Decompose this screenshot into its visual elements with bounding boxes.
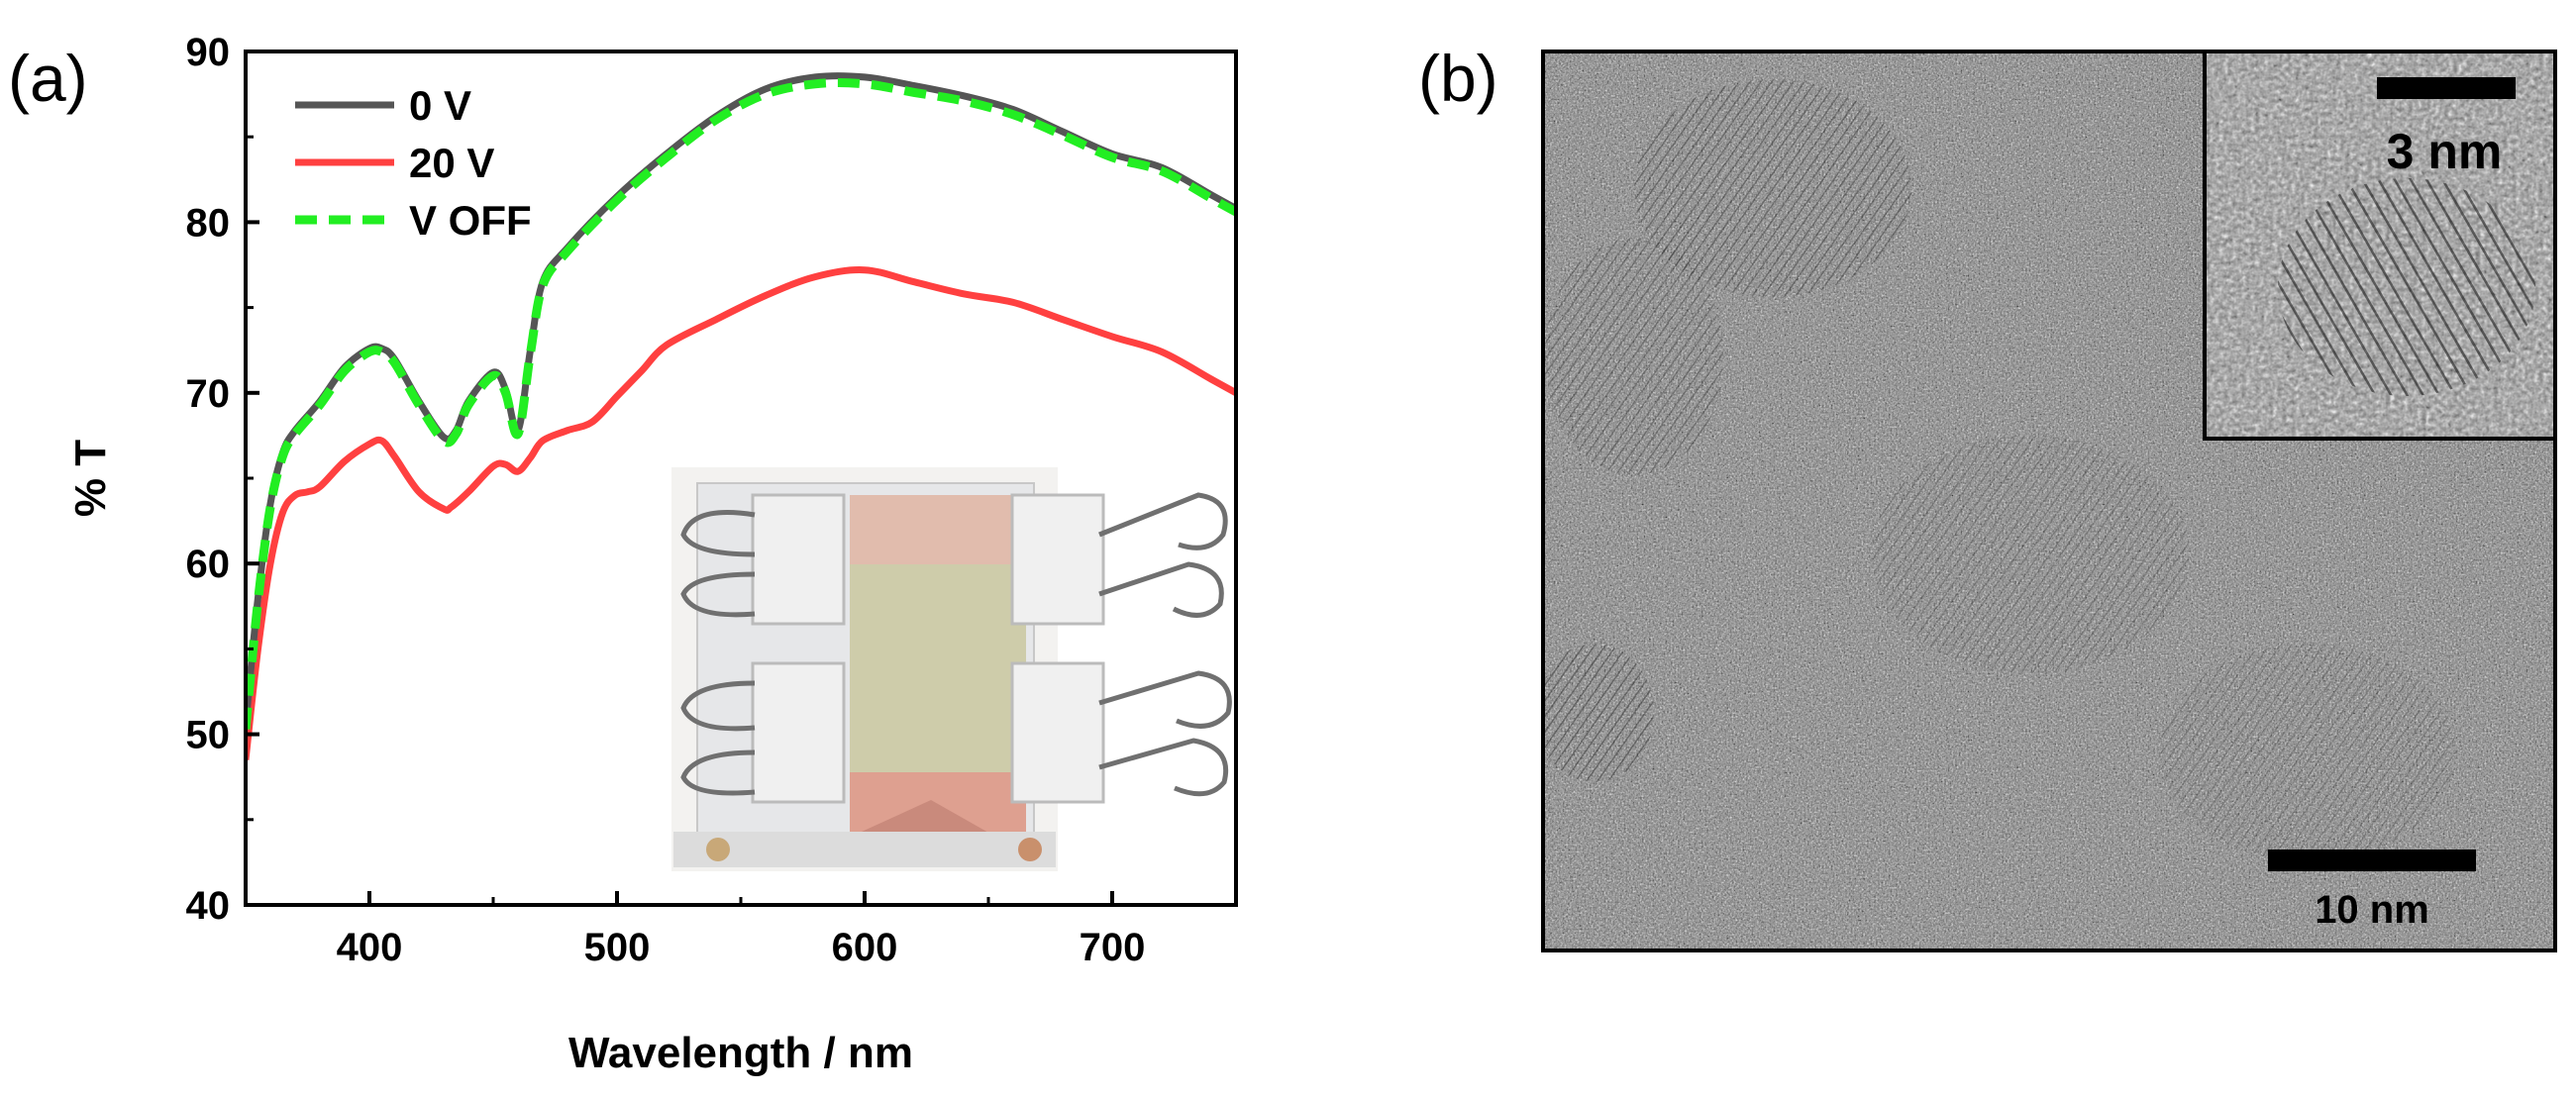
panel-a-label: (a) — [8, 42, 88, 115]
x-tick-label: 600 — [832, 926, 898, 969]
legend-label-20-v: 20 V — [409, 140, 494, 186]
y-tick-label: 40 — [186, 884, 231, 928]
y-tick-label: 70 — [186, 372, 231, 416]
tem-micrograph: 3 nm 10 nm — [1541, 50, 2557, 952]
y-tick-label: 80 — [186, 201, 231, 245]
ticks-layer: 400 500 600 700 40 50 60 70 80 90 — [186, 31, 1238, 969]
legend-label-0-v: 0 V — [409, 82, 471, 129]
x-tick-label: 500 — [584, 926, 651, 969]
series-line-v-off — [246, 78, 1236, 730]
x-axis-title: Wavelength / nm — [568, 1029, 913, 1077]
transmittance-chart: 400 500 600 700 40 50 60 70 80 90 Wavelength / nm… — [66, 31, 1238, 1077]
legend-label-v-off: V OFF — [409, 197, 532, 244]
x-tick-label: 700 — [1080, 926, 1146, 969]
binder-clips-left — [680, 493, 846, 804]
device-photo-inset — [671, 467, 1232, 871]
main-scale-bar — [2268, 849, 2476, 871]
series-layer — [246, 72, 1236, 760]
y-axis-title: % T — [66, 440, 115, 517]
series-line-20-v — [246, 266, 1236, 760]
inset-scale-label: 3 nm — [2387, 124, 2503, 179]
tem-inset: 3 nm — [2203, 50, 2557, 441]
x-tick-label: 400 — [337, 926, 403, 969]
panel-b-label: (b) — [1418, 42, 1498, 115]
inset-scale-bar — [2377, 77, 2516, 99]
y-tick-label: 90 — [186, 31, 231, 74]
binder-clips-right — [1010, 492, 1232, 804]
y-tick-label: 50 — [186, 714, 231, 757]
y-tick-label: 60 — [186, 543, 231, 586]
main-scale-label: 10 nm — [2315, 888, 2429, 932]
legend: 0 V 20 V V OFF — [295, 82, 532, 244]
